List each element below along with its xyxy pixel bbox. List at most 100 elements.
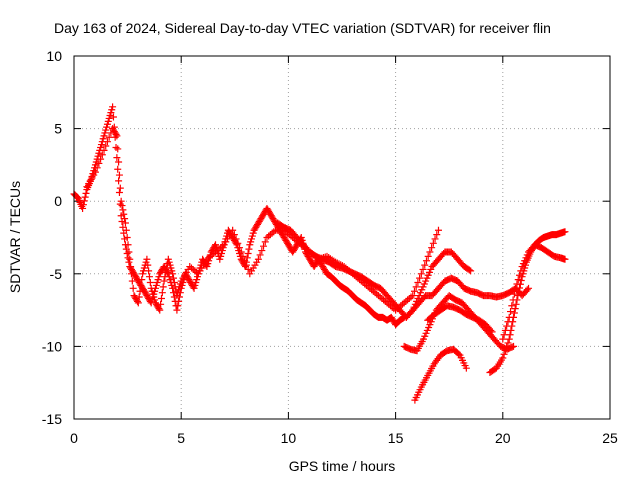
data-point-interp <box>136 287 144 295</box>
data-point-interp <box>82 189 90 197</box>
grid <box>74 56 610 419</box>
data-point-interp <box>517 276 525 284</box>
data-point <box>156 306 164 314</box>
data-point-interp <box>218 242 226 250</box>
data-point-interp <box>412 283 420 291</box>
data-point-interp <box>508 302 516 310</box>
data-point-interp <box>174 302 182 310</box>
data-point <box>512 284 520 292</box>
data-point <box>173 306 181 314</box>
data-point-interp <box>414 279 422 287</box>
data-point-interp <box>261 238 269 246</box>
data-point-interp <box>80 197 88 205</box>
data-point-interp <box>146 297 154 305</box>
data-point <box>143 255 151 263</box>
data-point <box>417 270 425 278</box>
data-point-interp <box>114 145 122 153</box>
x-tick-label: 5 <box>177 430 185 446</box>
data-point-interp <box>256 251 264 259</box>
data-point-interp <box>510 309 518 317</box>
data-point-interp <box>169 274 177 282</box>
y-tick-label: -15 <box>42 411 62 427</box>
data-point-interp <box>116 184 124 192</box>
data-point-interp <box>516 271 524 279</box>
data-point-interp <box>121 215 129 223</box>
y-tick-label: -5 <box>50 266 63 282</box>
data-point-interp <box>421 261 429 269</box>
data-point-interp <box>428 244 436 252</box>
data-point <box>514 292 522 300</box>
data-point-interp <box>234 239 242 247</box>
data-point-interp <box>260 242 268 250</box>
data-point <box>126 255 134 263</box>
data-point-interp <box>175 297 183 305</box>
data-point <box>505 335 513 343</box>
data-point-interp <box>144 261 152 269</box>
data-point-interp <box>410 287 418 295</box>
data-point-interp <box>429 239 437 247</box>
data-point <box>467 267 475 275</box>
x-axis-title: GPS time / hours <box>289 458 396 474</box>
data-point-interp <box>97 155 105 163</box>
data-point-interp <box>501 346 509 354</box>
data-point-interp <box>127 270 135 278</box>
data-point-interp <box>124 241 132 249</box>
data-point <box>499 354 507 362</box>
data-point-interp <box>115 158 123 166</box>
data-point-interp <box>433 231 441 239</box>
data-point <box>113 132 121 140</box>
data-point-interp <box>512 300 520 308</box>
data-point-interp <box>159 283 167 291</box>
data-point-interp <box>507 308 515 316</box>
data-point-interp <box>115 177 123 185</box>
data-point-interp <box>241 257 249 265</box>
y-tick-label: -10 <box>42 338 62 354</box>
data-point <box>409 292 417 300</box>
data-point-interp <box>138 276 146 284</box>
data-point-interp <box>514 276 522 284</box>
data-point <box>462 364 470 372</box>
data-point <box>505 313 513 321</box>
data-point <box>488 328 496 336</box>
data-point-interp <box>109 113 117 121</box>
data-point-interp <box>95 159 103 167</box>
data-point <box>229 226 237 234</box>
data-point <box>499 335 507 343</box>
data-point-interp <box>135 293 143 301</box>
data-point-interp <box>515 288 523 296</box>
data-point-interp <box>232 235 240 243</box>
data-point <box>121 219 129 227</box>
data-point <box>561 228 569 236</box>
data-point-interp <box>119 206 127 214</box>
data-point-interp <box>112 143 120 151</box>
data-point-interp <box>115 171 123 179</box>
data-point-interp <box>145 273 153 281</box>
data-point-interp <box>93 164 101 172</box>
data-point-interp <box>123 234 131 241</box>
data-point-interp <box>79 201 87 209</box>
data-point-interp <box>115 188 123 196</box>
x-tick-label: 20 <box>495 430 511 446</box>
data-point-interp <box>118 202 126 210</box>
data-point-interp <box>517 267 525 275</box>
data-point-interp <box>504 339 512 347</box>
data-point <box>91 168 99 176</box>
data-point-interp <box>455 350 463 358</box>
data-point-interp <box>81 193 89 201</box>
data-point-interp <box>244 249 252 257</box>
y-tick-label: 5 <box>54 121 62 137</box>
data-point-interp <box>124 254 132 262</box>
x-tick-label: 25 <box>602 430 618 446</box>
data-point-interp <box>157 300 165 308</box>
data-point-interp <box>422 257 430 265</box>
data-point-interp <box>122 226 130 234</box>
y-axis-title: SDTVAR / TECUs <box>7 181 23 293</box>
data-point <box>109 103 117 111</box>
data-point-interp <box>465 266 473 274</box>
data-point-interp <box>419 265 427 273</box>
data-point-interp <box>242 261 250 269</box>
data-point-interp <box>193 268 201 276</box>
x-tick-label: 10 <box>281 430 297 446</box>
data-point <box>117 197 125 205</box>
